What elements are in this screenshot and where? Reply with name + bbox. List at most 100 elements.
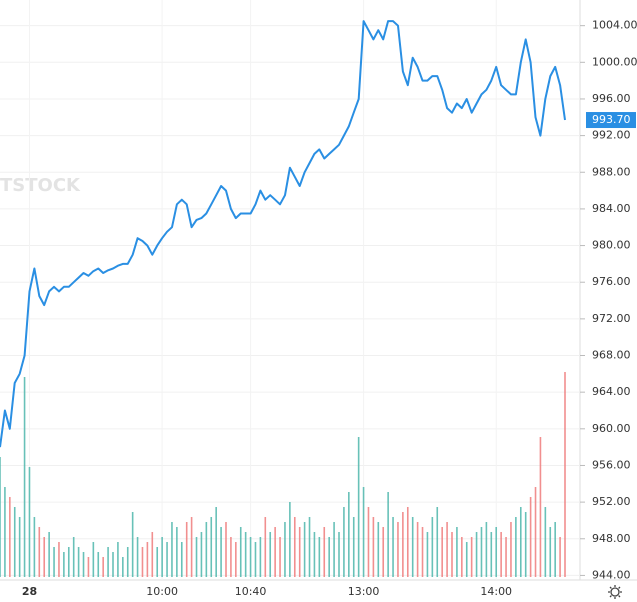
volume-bar (264, 517, 267, 577)
volume-bar (382, 527, 385, 577)
volume-bar (131, 512, 134, 577)
volume-bar (338, 532, 340, 577)
volume-bar (269, 532, 272, 577)
volume-bar (161, 537, 163, 577)
volume-bar (485, 522, 488, 577)
volume-bar (13, 507, 16, 577)
volume-bar (357, 437, 360, 577)
volume-bar (102, 557, 104, 577)
volume-bar (534, 487, 537, 577)
volume-bar (215, 507, 217, 577)
watermark: TSTOCK (0, 175, 81, 196)
volume-bar (87, 557, 90, 577)
volume-bar (519, 507, 522, 577)
x-tick-label: 13:00 (348, 585, 380, 598)
volume-bar (92, 542, 95, 577)
x-tick-label: 10:00 (146, 585, 178, 598)
volume-bar (465, 542, 468, 577)
volume-bar (43, 537, 46, 577)
y-tick-label: 988.00 (592, 165, 631, 178)
volume-bar (4, 487, 6, 577)
volume-bar (9, 497, 11, 577)
volume-bar (244, 532, 247, 577)
y-tick-label: 984.00 (592, 202, 631, 215)
volume-bar (48, 532, 50, 577)
settings-icon[interactable] (608, 585, 622, 599)
volume-bar (220, 527, 222, 577)
volume-bar (38, 527, 41, 577)
volume-bar (313, 532, 316, 577)
volume-bar (200, 532, 203, 577)
volume-bar (279, 537, 281, 577)
volume-bar (529, 497, 532, 577)
volume-bar (235, 542, 237, 577)
volume-bar (480, 527, 483, 577)
volume-bar (190, 517, 193, 577)
volume-bar (293, 517, 296, 577)
volume-bar (367, 507, 370, 577)
volume-bar (141, 547, 144, 577)
volume-bar (156, 547, 159, 577)
volume-bar (259, 537, 262, 577)
volume-bar (348, 492, 350, 577)
last-price-label: 993.70 (592, 113, 631, 126)
volume-bar (456, 527, 458, 577)
volume-bar (107, 547, 109, 577)
volume-bar (33, 517, 36, 577)
volume-bar (323, 527, 326, 577)
volume-bar (372, 517, 375, 577)
volume-bar (23, 377, 26, 577)
volume-bar (564, 372, 566, 577)
volume-bar (166, 542, 168, 577)
volume-bar (58, 542, 60, 577)
volume-bar (97, 552, 100, 577)
volume-bar (298, 527, 301, 577)
volume-bar (146, 542, 149, 577)
y-tick-label: 992.00 (592, 129, 631, 142)
volume-bar (343, 507, 345, 577)
volume-bar (308, 517, 311, 577)
volume-bar (421, 527, 424, 577)
x-tick-label: 10:40 (235, 585, 267, 598)
volume-bar (411, 517, 414, 577)
volume-bar (475, 532, 478, 577)
volume-bar (77, 547, 80, 577)
volume-bar (362, 487, 365, 577)
volume-bar (122, 557, 124, 577)
volume-bar (126, 547, 129, 577)
volume-bar (416, 522, 419, 577)
volume-bar (328, 537, 330, 577)
y-tick-label: 948.00 (592, 532, 631, 545)
volume-bar (82, 552, 85, 577)
volume-bar (524, 512, 527, 577)
volume-bar (53, 547, 55, 577)
volume-bar (441, 527, 443, 577)
volume-bar (63, 552, 65, 577)
volume-bar (136, 537, 139, 577)
volume-bar (500, 532, 502, 577)
volume-bar (0, 457, 1, 577)
volume-bar (495, 527, 498, 577)
volume-bar (289, 502, 291, 577)
volume-bar (554, 522, 556, 577)
volume-bar (515, 517, 517, 577)
volume-bar (377, 522, 380, 577)
volume-bar (171, 522, 173, 577)
volume-bar (185, 522, 188, 577)
volume-bar (461, 537, 463, 577)
volume-bar (446, 522, 448, 577)
volume-bar (210, 517, 213, 577)
last-price-box (586, 112, 636, 129)
y-tick-label: 972.00 (592, 312, 631, 325)
y-tick-label: 996.00 (592, 92, 631, 105)
volume-bar (205, 522, 208, 577)
volume-bar (510, 522, 512, 577)
volume-bar (112, 552, 114, 577)
volume-bar (180, 542, 183, 577)
y-tick-label: 968.00 (592, 349, 631, 362)
volume-bar (117, 542, 119, 577)
x-tick-label: 28 (22, 585, 37, 598)
volume-bar (28, 467, 31, 577)
volume-bar (406, 507, 409, 577)
